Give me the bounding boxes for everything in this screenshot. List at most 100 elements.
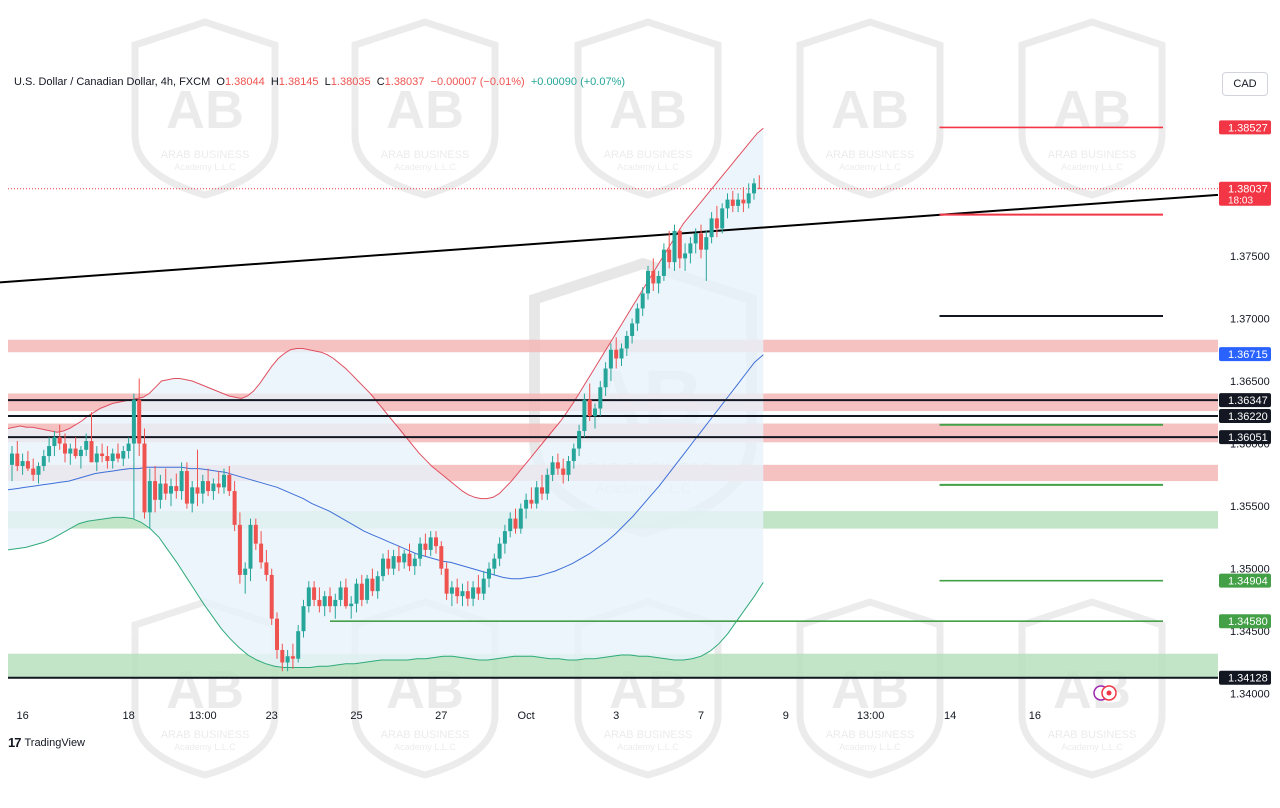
candle-body	[730, 199, 735, 206]
candle-body	[169, 486, 173, 494]
candle	[746, 183, 751, 209]
price-label-text: 1.36220	[1228, 411, 1268, 423]
price-label-text: 1.34904	[1228, 576, 1268, 588]
candle-body	[78, 449, 83, 457]
candle	[646, 265, 650, 300]
price-label-text: 1.34580	[1228, 616, 1268, 628]
watermark-shield-shape	[574, 18, 722, 199]
candle	[608, 343, 613, 381]
change-value: −0.00007 (−0.01%)	[430, 76, 525, 88]
candle	[624, 330, 629, 356]
price-label: 1.34128	[1219, 670, 1271, 685]
candle	[153, 466, 158, 513]
candle	[375, 571, 380, 599]
candle-body	[593, 408, 597, 417]
candle	[683, 243, 688, 271]
candle	[110, 448, 115, 469]
candle-body	[630, 323, 635, 336]
candle	[10, 446, 14, 482]
candle	[174, 473, 179, 499]
candle-body	[476, 587, 481, 594]
price-label: 1.36051	[1219, 430, 1271, 445]
price-label-box	[1219, 409, 1271, 424]
candle	[25, 451, 30, 472]
candle	[439, 541, 444, 575]
candle-body	[338, 587, 343, 600]
candle-body	[116, 453, 120, 459]
candle-body	[25, 461, 30, 469]
candle-body	[110, 453, 115, 462]
price-label: 1.36220	[1219, 409, 1271, 424]
candle-body	[243, 568, 248, 575]
x-axis-tick-label: 23	[266, 710, 278, 722]
candle-body	[566, 461, 571, 475]
candle-body	[312, 587, 317, 600]
candle	[540, 474, 544, 500]
candle	[222, 468, 226, 494]
currency-button[interactable]: CAD	[1222, 72, 1268, 96]
candle	[529, 487, 534, 509]
candle	[577, 424, 582, 457]
candle-body	[550, 462, 555, 475]
candle	[582, 393, 587, 438]
candle	[677, 228, 682, 269]
candle-body	[343, 587, 348, 607]
watermark-line1: ARAB BUSINESS	[1048, 149, 1137, 161]
candle	[709, 212, 714, 244]
price-label: 1.34580	[1219, 614, 1271, 629]
candle	[280, 643, 285, 672]
candle	[73, 437, 78, 459]
candle	[471, 581, 476, 607]
candle	[328, 587, 332, 613]
candle-body	[540, 487, 544, 494]
candle-body	[131, 399, 136, 444]
candle-body	[47, 446, 52, 457]
candle-body	[693, 233, 698, 244]
candle-body	[264, 562, 269, 575]
candle	[290, 643, 295, 669]
candle-body	[651, 270, 656, 284]
candle-body	[460, 591, 465, 597]
x-axis-tick-label: 18	[122, 710, 134, 722]
candle	[476, 574, 481, 600]
tradingview-logo[interactable]: 17 TradingView	[8, 735, 85, 750]
candle-body	[126, 443, 131, 452]
candle-body	[232, 491, 237, 525]
high-value: 1.38145	[278, 76, 319, 88]
candle-body	[36, 466, 41, 475]
candle-body	[328, 596, 332, 607]
candle	[169, 478, 173, 507]
candle	[492, 553, 497, 575]
candle-body	[752, 183, 756, 194]
candle	[434, 531, 438, 554]
watermark-line2: Academy L.L.C	[394, 162, 456, 172]
candle	[211, 478, 216, 500]
candle-body	[105, 456, 110, 462]
candle-body	[720, 208, 725, 229]
candle-body	[216, 483, 221, 488]
candle	[550, 456, 555, 482]
candle-body	[471, 587, 476, 599]
candle	[312, 581, 317, 607]
candle-body	[741, 199, 746, 204]
candle-body	[709, 218, 714, 238]
x-axis-tick-label: 13:00	[189, 710, 217, 722]
candle-body	[333, 599, 338, 607]
candle-body	[285, 656, 290, 663]
indicator-change-value: +0.00090 (+0.07%)	[530, 76, 626, 88]
price-label-text: 1.36715	[1228, 349, 1268, 361]
candle-body	[736, 199, 741, 206]
candle	[322, 591, 327, 617]
candle-body	[137, 399, 142, 444]
candle-body	[354, 583, 359, 604]
candle	[100, 443, 105, 463]
candle	[317, 587, 322, 613]
price-label-box	[1219, 120, 1271, 135]
candle-body	[349, 603, 354, 607]
candle-body	[381, 558, 385, 577]
candle	[47, 437, 52, 463]
candle	[524, 493, 529, 519]
